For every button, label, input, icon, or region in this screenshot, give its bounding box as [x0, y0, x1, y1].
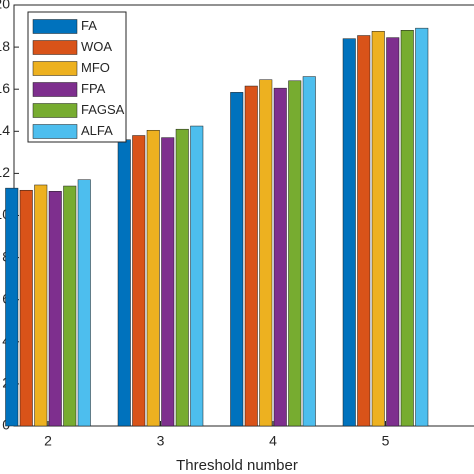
bar — [5, 187, 19, 427]
y-tick-label: 18 — [0, 38, 10, 54]
y-tick-label: 12 — [0, 164, 10, 180]
y-tick-label: 20 — [0, 0, 10, 12]
y-tick-label: 14 — [0, 122, 10, 138]
legend-swatch — [32, 124, 78, 139]
bar — [34, 184, 48, 427]
y-tick-label: 16 — [0, 80, 10, 96]
bar — [132, 135, 146, 427]
legend-label: FA — [81, 18, 97, 33]
legend-label: FAGSA — [81, 102, 125, 117]
bar — [415, 27, 429, 427]
legend-swatch — [32, 19, 78, 34]
bar — [302, 76, 316, 427]
x-axis-label: Threshold number — [176, 457, 298, 474]
y-tick-label: 10 — [0, 206, 10, 222]
bar — [273, 87, 287, 427]
bar — [63, 185, 77, 427]
bar — [244, 85, 258, 427]
bar — [77, 179, 91, 427]
bar — [259, 79, 273, 427]
bar — [357, 35, 371, 427]
x-tick-label: 5 — [382, 433, 390, 449]
bar — [117, 139, 131, 427]
bar — [190, 125, 204, 427]
legend-label: FPA — [81, 81, 106, 96]
bar — [48, 191, 62, 427]
legend-label: MFO — [81, 60, 110, 75]
legend-label: ALFA — [81, 123, 113, 138]
bar — [146, 129, 160, 427]
bar — [288, 80, 302, 427]
bar — [400, 30, 414, 427]
bar — [386, 37, 400, 427]
legend-swatch — [32, 61, 78, 76]
x-tick-label: 2 — [44, 433, 52, 449]
x-tick-label: 3 — [157, 433, 165, 449]
bar — [161, 137, 175, 427]
x-tick-label: 4 — [269, 433, 277, 449]
bar — [19, 189, 33, 427]
legend-swatch — [32, 103, 78, 118]
bar — [342, 38, 356, 427]
legend-swatch — [32, 40, 78, 55]
bar — [230, 92, 244, 427]
legend-swatch — [32, 82, 78, 97]
legend-label: WOA — [81, 39, 112, 54]
bar — [175, 128, 189, 427]
bar — [371, 31, 385, 427]
